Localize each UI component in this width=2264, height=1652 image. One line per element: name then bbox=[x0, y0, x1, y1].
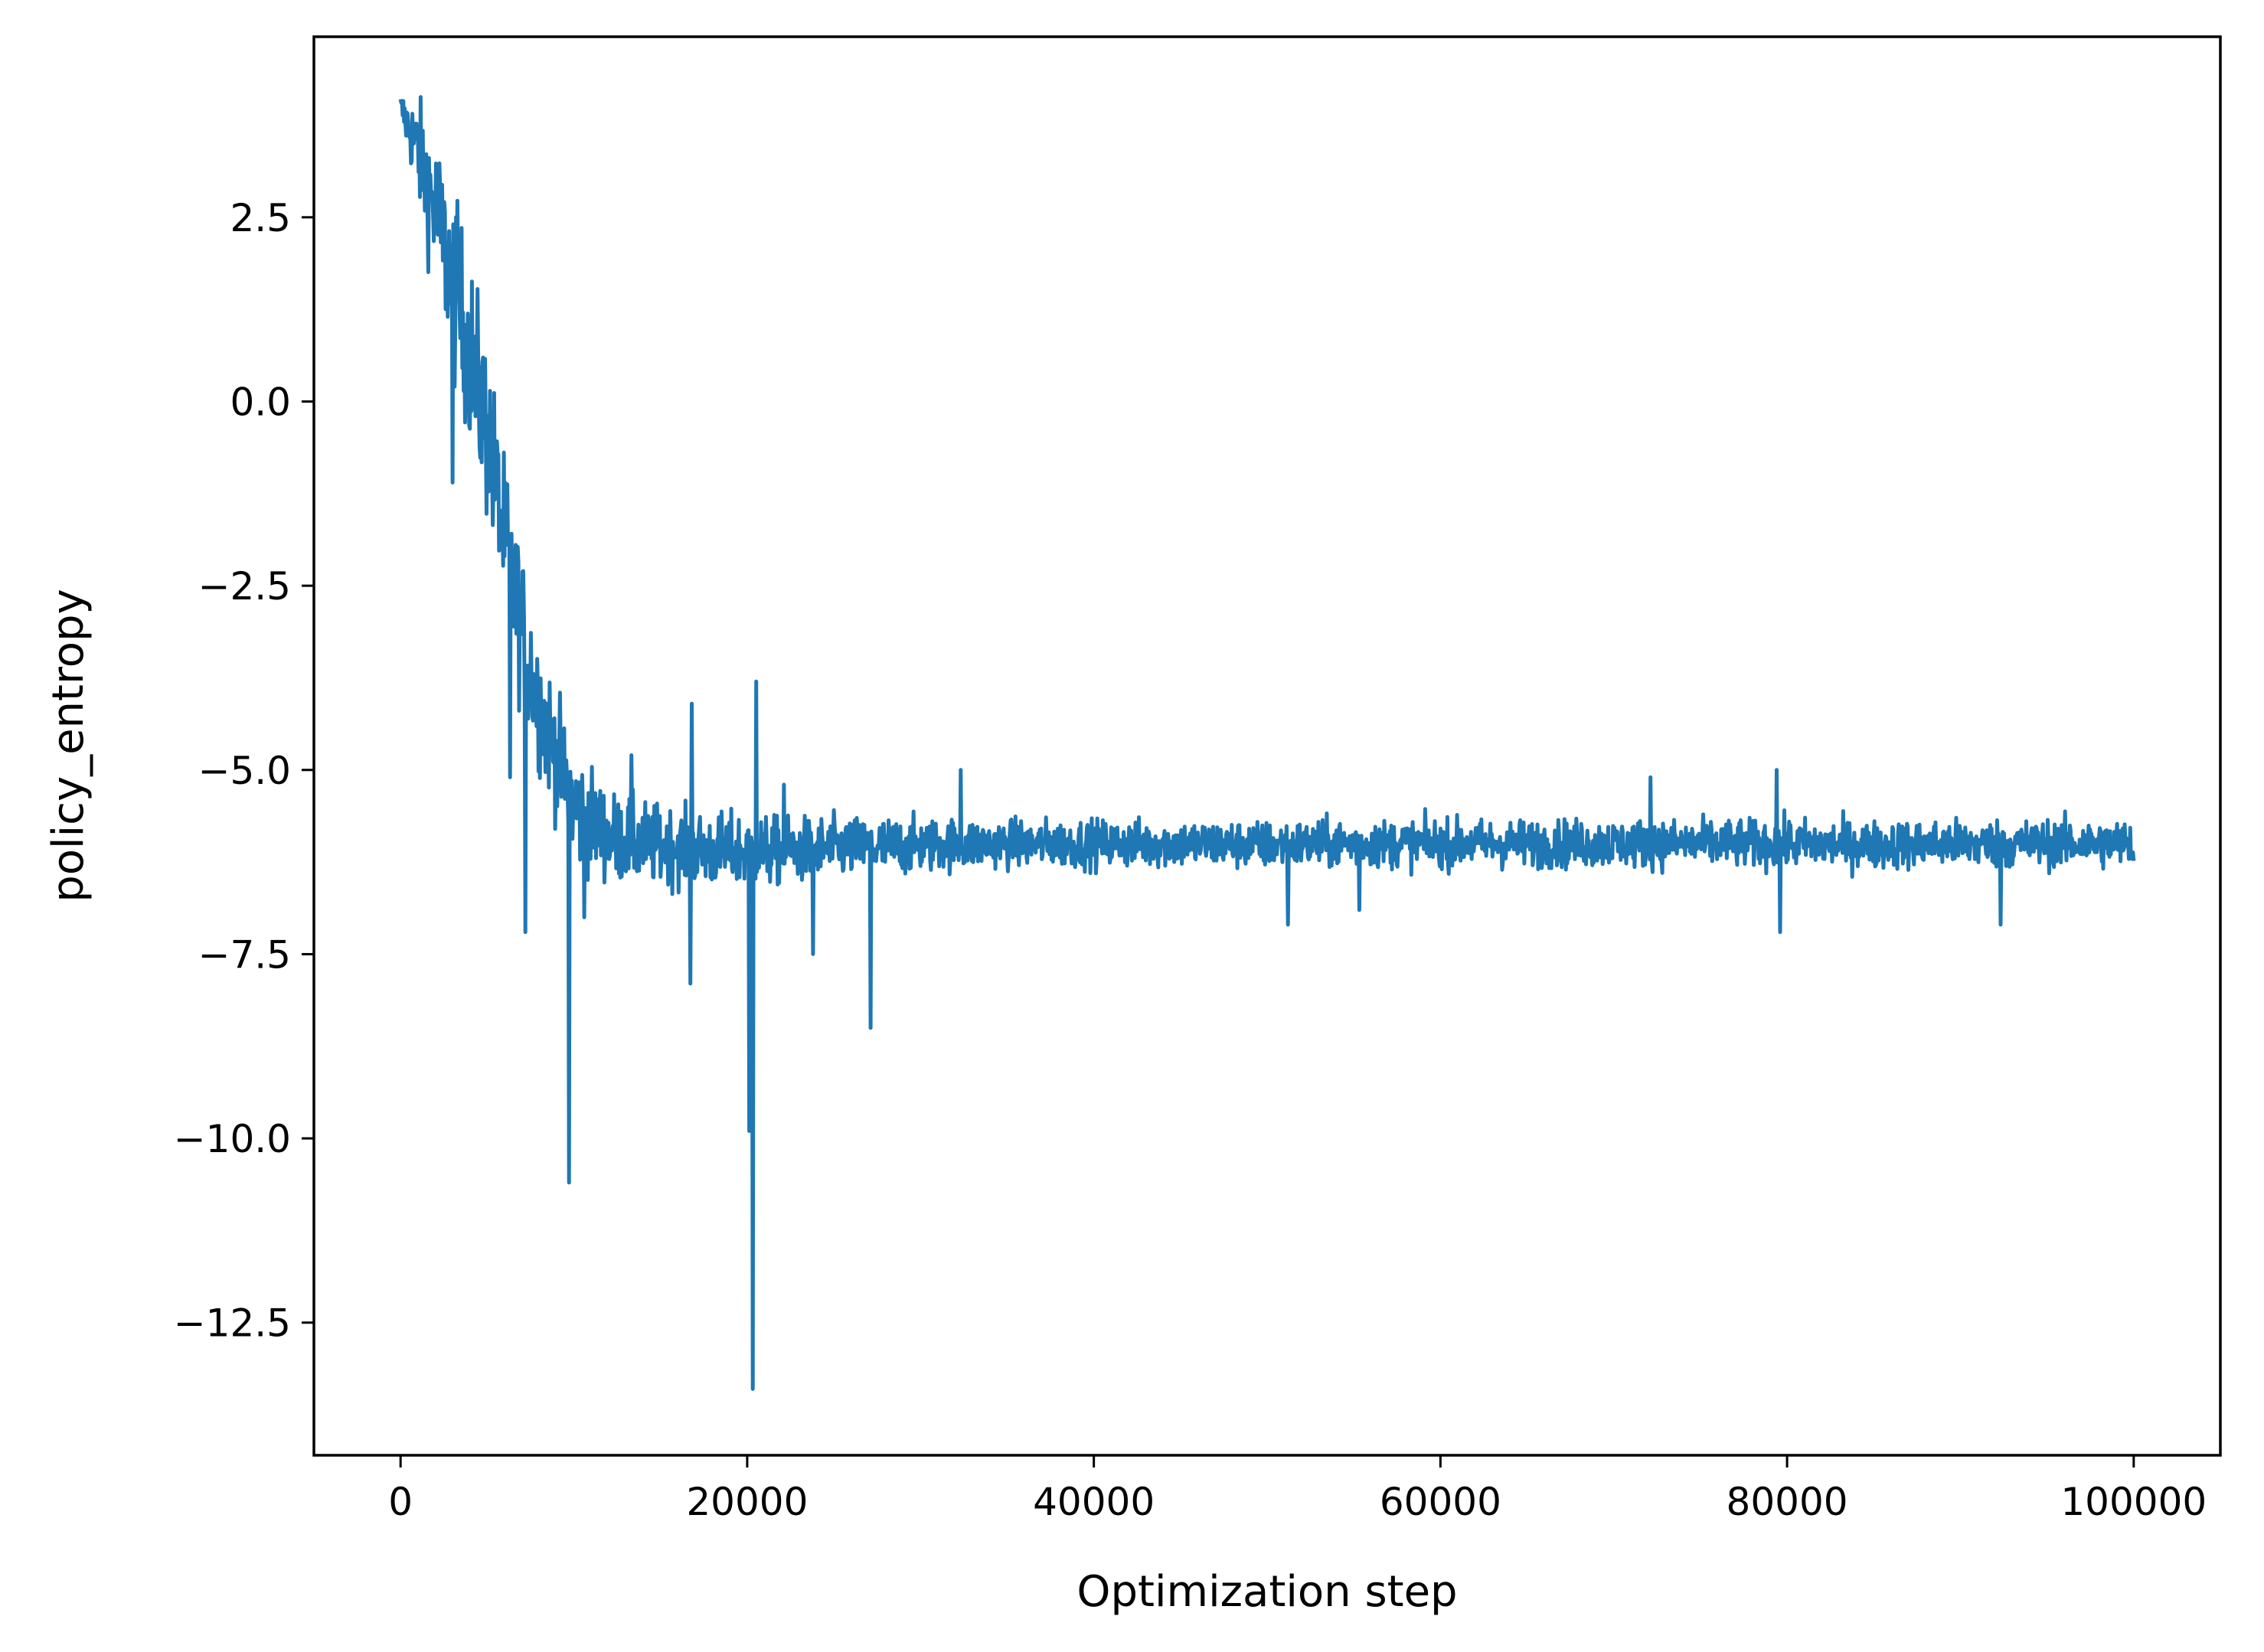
x-tick-label: 0 bbox=[388, 1480, 413, 1524]
y-tick-label: −12.5 bbox=[174, 1301, 291, 1346]
y-tick-label: −5.0 bbox=[198, 749, 291, 793]
axes-layer: 0 20000 40000 60000 80000 100000 2.5 0.0 −2.5 −5.… bbox=[174, 196, 2207, 1524]
x-tick-label: 40000 bbox=[1033, 1480, 1155, 1524]
x-axis-label: Optimization step bbox=[1076, 1567, 1457, 1617]
x-tick-label: 20000 bbox=[686, 1480, 808, 1524]
x-tick-label: 60000 bbox=[1380, 1480, 1501, 1524]
x-tick-label: 100000 bbox=[2060, 1480, 2207, 1524]
x-tick-label: 80000 bbox=[1727, 1480, 1848, 1524]
y-axis-label: policy_entropy bbox=[44, 589, 93, 903]
y-tick-label: 0.0 bbox=[230, 380, 291, 424]
y-tick-label: −10.0 bbox=[174, 1117, 291, 1161]
series-line bbox=[398, 95, 2136, 1391]
plot-layer bbox=[398, 95, 2136, 1391]
plot-frame bbox=[312, 35, 2222, 1457]
y-tick-label: 2.5 bbox=[230, 196, 291, 240]
y-tick-label: −2.5 bbox=[198, 564, 291, 609]
y-tick-label: −7.5 bbox=[198, 932, 291, 977]
